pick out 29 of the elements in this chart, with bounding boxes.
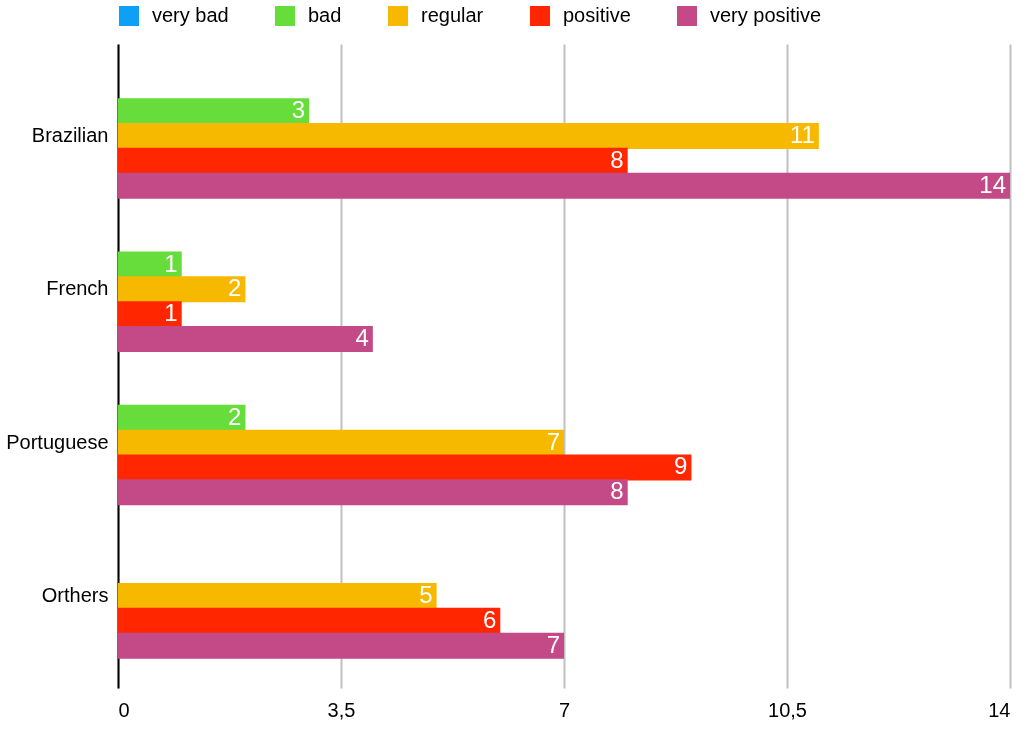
legend-label: positive: [563, 4, 631, 26]
data-label: 4: [355, 324, 369, 351]
legend-label: very bad: [152, 4, 229, 26]
y-tick-label: Portuguese: [6, 430, 109, 453]
data-label: 2: [228, 402, 242, 430]
data-label: 11: [789, 121, 815, 148]
legend-label: regular: [421, 4, 484, 26]
x-tick-label: 0: [118, 698, 130, 721]
x-tick-label: 10,5: [768, 698, 807, 721]
data-label: 14: [979, 170, 1006, 198]
data-label: 9: [674, 452, 688, 480]
data-label: 2: [228, 274, 242, 302]
x-tick-label: 14: [988, 698, 1011, 721]
legend-label: bad: [308, 4, 342, 26]
data-label: 7: [546, 630, 560, 658]
data-label: 3: [291, 96, 306, 124]
y-tick-label: Orthers: [41, 584, 109, 606]
data-label: 5: [419, 581, 433, 608]
x-tick-label: 7: [558, 698, 571, 721]
data-label: 7: [546, 427, 560, 455]
y-tick-label: French: [46, 277, 109, 300]
data-label: 8: [610, 477, 624, 505]
legend-label: very positive: [710, 4, 822, 26]
data-label: 1: [164, 299, 178, 327]
data-label: 6: [482, 605, 497, 633]
y-tick-label: Brazilian: [31, 124, 109, 146]
data-label: 1: [164, 249, 178, 277]
x-tick-label: 3,5: [327, 698, 356, 721]
data-label: 8: [610, 145, 624, 173]
